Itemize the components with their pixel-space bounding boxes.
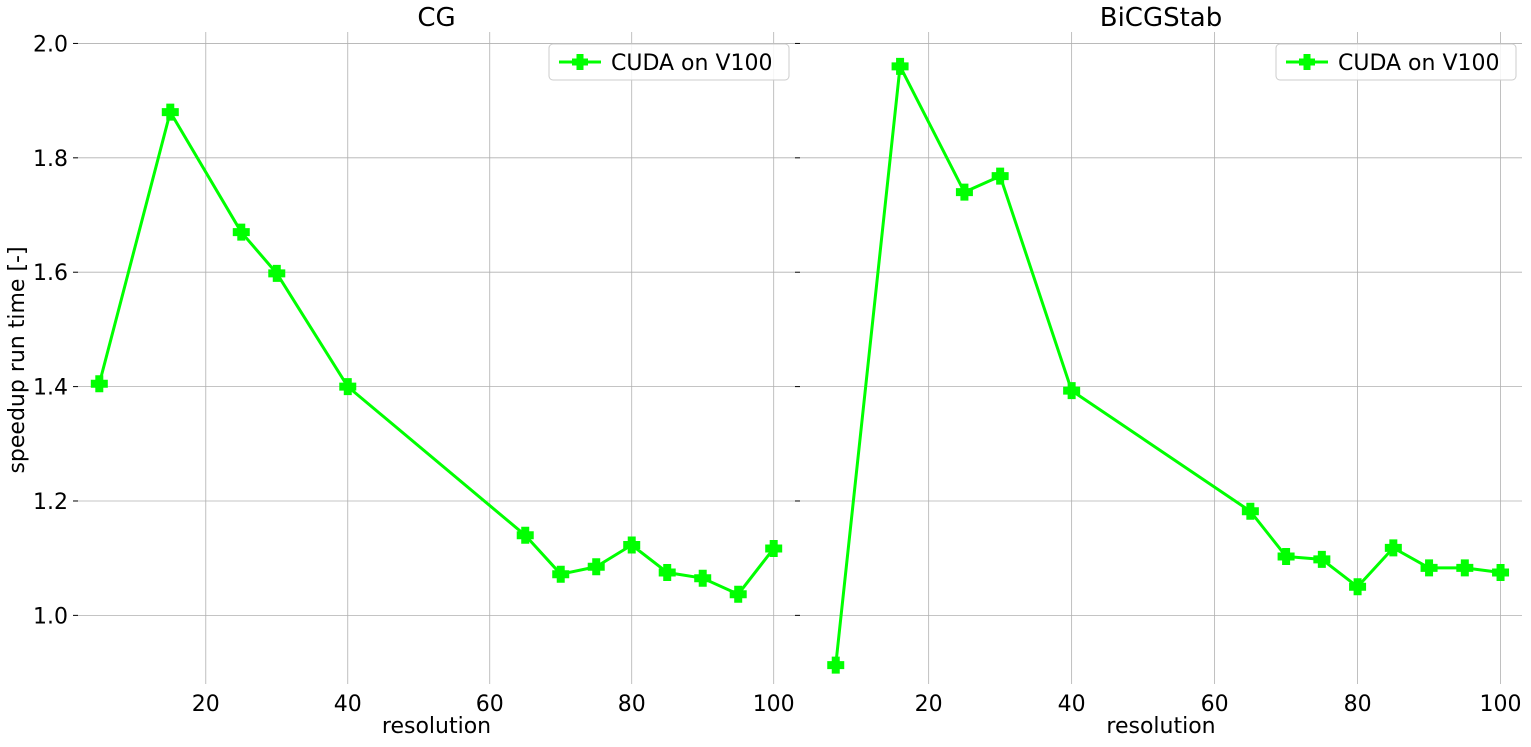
data-point	[623, 536, 641, 554]
data-point	[658, 563, 676, 581]
legend-label: CUDA on V100	[1338, 51, 1500, 76]
x-axis-title: resolution	[1106, 714, 1215, 739]
data-point	[1241, 502, 1259, 520]
panel-cg: 20 40 60 80 100 1.0 1.2 1.4 1.6 1.8 2.0 CG resolutio…	[33, 3, 795, 739]
data-point	[694, 569, 712, 587]
y-tick-label: 1.0	[33, 604, 68, 629]
data-point	[90, 375, 108, 393]
x-axis-title: resolution	[382, 714, 491, 739]
x-tick-label: 100	[753, 692, 795, 717]
legend-box	[1275, 43, 1517, 81]
series-line	[97, 110, 775, 596]
series-line	[834, 64, 1501, 666]
y-tick-label: 1.4	[33, 376, 68, 401]
data-point	[827, 656, 845, 674]
data-point	[991, 167, 1009, 185]
x-tick-label: 40	[1058, 692, 1086, 717]
data-point	[1492, 563, 1510, 581]
legend-label: CUDA on V100	[611, 51, 773, 76]
y-tick-label: 1.8	[33, 147, 68, 172]
x-tick-label: 80	[618, 692, 646, 717]
data-point	[232, 223, 250, 241]
panel-title: BiCGStab	[1100, 3, 1223, 33]
y-tick-label: 1.6	[33, 261, 68, 286]
legend-marker	[572, 54, 588, 70]
data-point	[1313, 550, 1331, 568]
x-tick-label: 60	[1201, 692, 1229, 717]
data-point	[587, 558, 605, 576]
data-point	[161, 103, 179, 121]
legend-box	[548, 43, 790, 81]
data-point	[516, 526, 534, 544]
data-point	[339, 378, 357, 396]
data-point	[268, 264, 286, 282]
y-tick-label: 2.0	[33, 32, 68, 57]
data-point	[1456, 559, 1474, 577]
data-point	[729, 585, 747, 603]
x-tick-label: 60	[476, 692, 504, 717]
data-point	[1277, 547, 1295, 565]
panel-title: CG	[417, 3, 455, 33]
data-point	[765, 539, 783, 557]
x-tick-label: 100	[1480, 692, 1522, 717]
data-point	[1349, 578, 1367, 596]
data-point	[1063, 382, 1081, 400]
data-point	[1384, 539, 1402, 557]
panel-bicgstab: 20 40 60 80 100 BiCGStab resolution CUDA on V10…	[795, 3, 1522, 739]
x-tick-label: 20	[192, 692, 220, 717]
x-tick-label: 20	[915, 692, 943, 717]
x-tick-label: 40	[334, 692, 362, 717]
x-tick-label: 80	[1344, 692, 1372, 717]
data-point	[891, 57, 909, 75]
y-tick-label: 1.2	[33, 490, 68, 515]
data-point	[955, 183, 973, 201]
data-point	[1420, 559, 1438, 577]
y-axis-title: speedup run time [-]	[5, 246, 30, 473]
data-point	[552, 565, 570, 583]
legend-marker	[1299, 54, 1315, 70]
